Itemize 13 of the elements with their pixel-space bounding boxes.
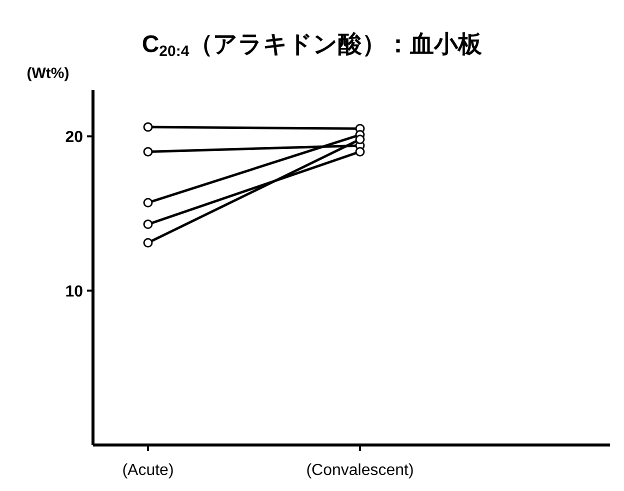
point xyxy=(143,220,153,230)
point xyxy=(355,146,365,156)
y-axis-title: (Wt%) xyxy=(26,65,70,82)
x-tick-label: (Acute) xyxy=(122,462,174,479)
point xyxy=(143,122,153,132)
y-tick-label: 10 xyxy=(65,283,84,300)
x-tick-label: (Convalescent) xyxy=(306,462,414,479)
point xyxy=(143,146,153,156)
point xyxy=(143,238,153,248)
point xyxy=(143,198,153,208)
chart-title: C$_{20:4}$（アラキドン酸）：血小板 xyxy=(142,31,484,60)
point xyxy=(355,134,365,144)
y-tick-label: 20 xyxy=(65,128,84,146)
